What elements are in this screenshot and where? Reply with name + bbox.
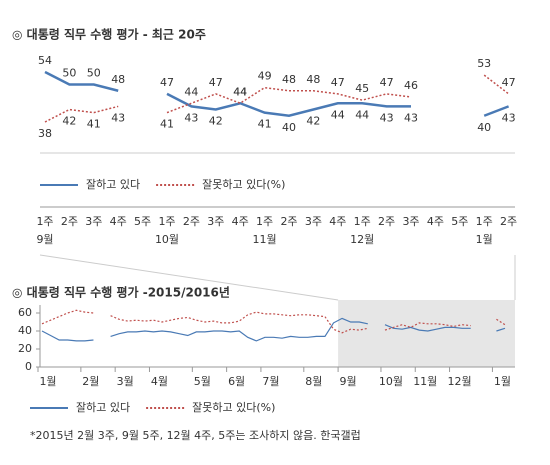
x-tick-label: 1월 bbox=[494, 375, 511, 388]
data-label: 41 bbox=[87, 118, 101, 131]
x-tick-label: 4주 bbox=[110, 215, 127, 228]
connector bbox=[39, 254, 339, 301]
chart-title: ◎ 대통령 직무 수행 평가 -2015/2016년 bbox=[12, 285, 230, 300]
footnote: *2015년 2월 3주, 9월 5주, 12월 4주, 5주는 조사하지 않음… bbox=[30, 428, 361, 442]
data-label: 44 bbox=[184, 85, 198, 98]
x-tick-label: 2월 bbox=[82, 375, 99, 388]
data-label: 50 bbox=[87, 67, 101, 80]
data-label: 49 bbox=[258, 70, 272, 83]
y-tick-label: 60 bbox=[18, 306, 32, 319]
data-label: 44 bbox=[355, 108, 369, 121]
x-tick-label: 2주 bbox=[61, 215, 78, 228]
x-tick-label: 11월 bbox=[413, 375, 437, 388]
x-tick-label: 1주 bbox=[256, 215, 273, 228]
legend-label: 잘하고 있다 bbox=[86, 177, 140, 191]
data-label: 48 bbox=[282, 73, 296, 86]
data-label: 47 bbox=[209, 76, 223, 89]
data-label: 43 bbox=[184, 111, 198, 124]
data-label: 48 bbox=[111, 73, 125, 86]
x-group-label: 11월 bbox=[253, 233, 277, 246]
x-tick-label: 12월 bbox=[447, 375, 471, 388]
x-tick-label: 4주 bbox=[427, 215, 444, 228]
data-label: 44 bbox=[233, 85, 247, 98]
x-tick-label: 3주 bbox=[402, 215, 419, 228]
data-label: 43 bbox=[380, 111, 394, 124]
legend-label: 잘하고 있다 bbox=[76, 400, 130, 414]
x-group-label: 9월 bbox=[36, 233, 53, 246]
x-group-label: 10월 bbox=[155, 233, 179, 246]
x-group-label: 12월 bbox=[350, 233, 374, 246]
x-tick-label: 1주 bbox=[476, 215, 493, 228]
x-tick-label: 2주 bbox=[500, 215, 517, 228]
x-tick-label: 5주 bbox=[134, 215, 151, 228]
data-label: 40 bbox=[282, 121, 296, 134]
x-tick-label: 2주 bbox=[378, 215, 395, 228]
y-tick-label: 0 bbox=[25, 360, 32, 373]
data-label: 47 bbox=[160, 76, 174, 89]
data-label: 48 bbox=[306, 73, 320, 86]
x-tick-label: 10월 bbox=[379, 375, 403, 388]
data-label: 41 bbox=[160, 118, 174, 131]
x-tick-label: 1주 bbox=[354, 215, 371, 228]
line-series bbox=[41, 317, 506, 342]
x-tick-label: 8월 bbox=[305, 375, 322, 388]
x-tick-label: 5주 bbox=[451, 215, 468, 228]
x-tick-label: 2주 bbox=[183, 215, 200, 228]
data-label: 43 bbox=[404, 111, 418, 124]
x-tick-label: 4주 bbox=[329, 215, 346, 228]
data-label: 41 bbox=[258, 118, 272, 131]
data-label: 47 bbox=[331, 76, 345, 89]
x-tick-label: 3주 bbox=[207, 215, 224, 228]
highlight-region bbox=[338, 300, 515, 367]
x-tick-label: 1월 bbox=[39, 375, 56, 388]
data-label: 42 bbox=[209, 115, 223, 128]
legend-label: 잘못하고 있다(%) bbox=[202, 177, 285, 191]
x-tick-label: 3주 bbox=[85, 215, 102, 228]
x-tick-label: 2주 bbox=[280, 215, 297, 228]
x-tick-label: 5월 bbox=[194, 375, 211, 388]
data-label: 44 bbox=[233, 85, 247, 98]
y-tick-label: 20 bbox=[18, 342, 32, 355]
data-label: 50 bbox=[62, 67, 76, 80]
x-tick-label: 4월 bbox=[151, 375, 168, 388]
data-label: 43 bbox=[502, 111, 516, 124]
line-series bbox=[44, 70, 510, 118]
data-label: 38 bbox=[38, 127, 52, 140]
data-label: 45 bbox=[355, 82, 369, 95]
legend-label: 잘못하고 있다(%) bbox=[192, 400, 275, 414]
x-tick-label: 6월 bbox=[228, 375, 245, 388]
chart-title: ◎ 대통령 직무 수행 평가 - 최근 20주 bbox=[12, 27, 206, 42]
x-tick-label: 7월 bbox=[262, 375, 279, 388]
data-label: 44 bbox=[331, 108, 345, 121]
data-label: 53 bbox=[477, 57, 491, 70]
x-tick-label: 9월 bbox=[340, 375, 357, 388]
x-group-label: 1월 bbox=[476, 233, 493, 246]
x-tick-label: 1주 bbox=[36, 215, 53, 228]
data-label: 46 bbox=[404, 79, 418, 92]
x-tick-label: 4주 bbox=[232, 215, 249, 228]
x-tick-label: 1주 bbox=[158, 215, 175, 228]
data-label: 40 bbox=[477, 121, 491, 134]
data-label: 43 bbox=[111, 111, 125, 124]
y-tick-label: 40 bbox=[18, 324, 32, 337]
data-label: 47 bbox=[502, 76, 516, 89]
x-tick-label: 3주 bbox=[305, 215, 322, 228]
line-series bbox=[44, 74, 510, 123]
data-label: 42 bbox=[62, 115, 76, 128]
data-label: 42 bbox=[306, 115, 320, 128]
x-tick-label: 3월 bbox=[117, 375, 134, 388]
data-label: 54 bbox=[38, 54, 52, 67]
data-label: 47 bbox=[380, 76, 394, 89]
